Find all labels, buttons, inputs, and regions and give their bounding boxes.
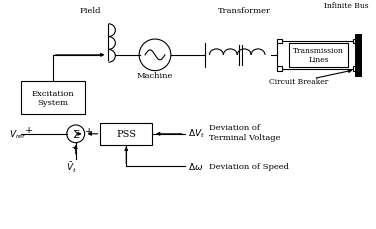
Text: Machine: Machine [137, 71, 173, 79]
Text: Deviation of Speed: Deviation of Speed [209, 163, 290, 171]
Text: -: - [71, 142, 74, 152]
Text: $V_{ref}$: $V_{ref}$ [9, 128, 27, 140]
Text: Deviation of: Deviation of [209, 123, 261, 131]
Text: $\Delta\omega$: $\Delta\omega$ [188, 160, 203, 171]
Text: Excitation
System: Excitation System [32, 90, 74, 107]
Text: Infinite Bus: Infinite Bus [324, 3, 368, 11]
Text: $\Delta V_t$: $\Delta V_t$ [188, 127, 205, 139]
Text: Field: Field [80, 7, 101, 15]
Text: $\Sigma$: $\Sigma$ [71, 127, 80, 139]
Text: +: + [85, 127, 93, 136]
Text: $\bar{V}_t$: $\bar{V}_t$ [66, 160, 77, 174]
Bar [277, 39, 282, 44]
Text: +: + [25, 126, 33, 135]
Text: Terminal Voltage: Terminal Voltage [209, 133, 281, 141]
Text: Circuit Breaker: Circuit Breaker [269, 78, 328, 86]
Bar [277, 67, 282, 72]
Bar [21, 82, 85, 114]
Text: Transmission
Lines: Transmission Lines [293, 47, 344, 64]
Text: Transformer: Transformer [218, 7, 271, 15]
Bar [353, 39, 358, 44]
Bar [289, 44, 348, 67]
Text: PSS: PSS [116, 130, 136, 139]
Bar [100, 123, 152, 145]
Bar [353, 67, 358, 72]
